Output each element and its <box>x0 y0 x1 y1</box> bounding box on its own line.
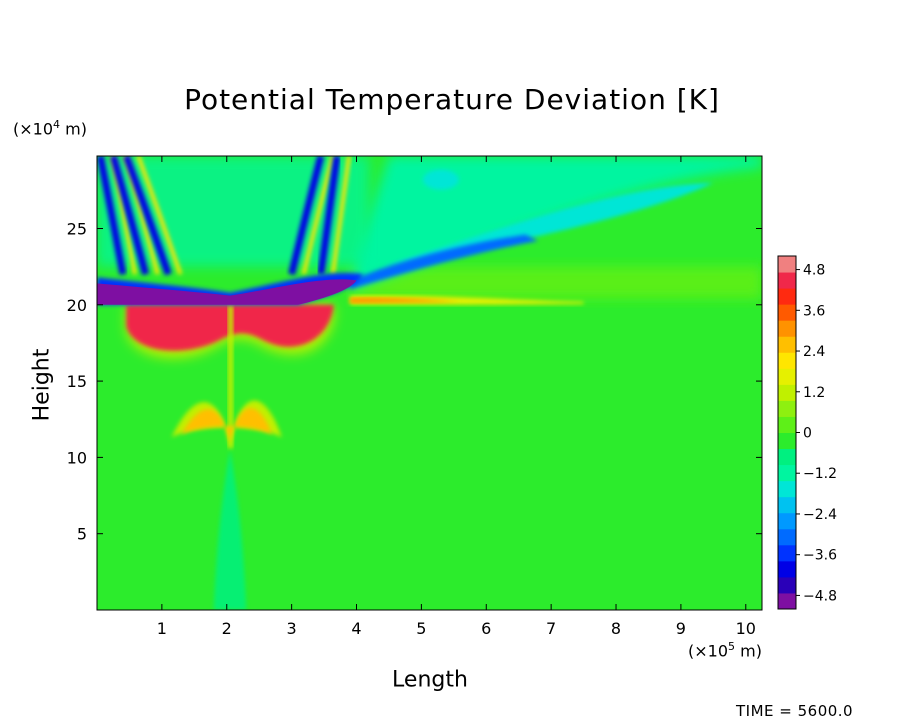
mid-plume-core <box>181 407 273 443</box>
wave-ray-cool <box>122 156 172 276</box>
colorbar-swatch <box>778 464 796 482</box>
x-tick-label: 2 <box>222 619 232 638</box>
x-tick-label: 9 <box>676 619 686 638</box>
colorbar-swatch <box>778 592 796 610</box>
x-tick-label: 1 <box>157 619 167 638</box>
plot-frame <box>96 155 763 611</box>
y-tick-label: 20 <box>67 296 87 315</box>
x-tick-label: 4 <box>351 619 361 638</box>
colorbar-swatch <box>778 256 796 273</box>
colorbar-swatch <box>778 272 796 289</box>
colorbar-tick-label: 2.4 <box>803 344 825 360</box>
warm-tail-core <box>350 297 461 304</box>
colorbar-swatch <box>778 288 796 305</box>
axes: 1 2 3 4 5 6 7 8 9 10 5 10 15 20 25 <box>67 156 762 638</box>
wave-ray-warm <box>136 156 183 275</box>
colorbar-swatch <box>778 576 796 594</box>
x-tick-label: 7 <box>546 619 556 638</box>
y-tick-label: 10 <box>67 448 87 467</box>
colorbar-swatch <box>778 528 796 546</box>
x-tick-label: 3 <box>287 619 297 638</box>
central-stem <box>228 304 234 449</box>
colorbar: 4.8 3.6 2.4 1.2 0 −1.2 −2.4 −3.6 −4.8 <box>777 255 837 610</box>
chart-title: Potential Temperature Deviation [K] <box>184 83 720 116</box>
y-tick-label: 25 <box>67 219 87 238</box>
x-tick-label: 8 <box>611 619 621 638</box>
colorbar-tick-label: −4.8 <box>803 588 837 604</box>
y-tick-label: 5 <box>77 525 87 544</box>
colorbar-swatch <box>778 320 796 337</box>
x-tick-label: 5 <box>416 619 426 638</box>
y-unit-prefix: (×10 <box>13 119 54 139</box>
cool-eddy <box>422 169 459 190</box>
field-upper-warm-haze <box>350 266 762 299</box>
wave-ray-cool <box>317 156 341 275</box>
colorbar-swatch <box>778 496 796 514</box>
y-unit-exponent: 4 <box>53 118 61 131</box>
colorbar-swatch <box>778 544 796 562</box>
colorbar-swatch <box>778 448 796 466</box>
x-unit-exponent: 5 <box>728 640 736 653</box>
colorbar-swatch <box>778 304 796 321</box>
y-unit-suffix: m) <box>60 119 87 139</box>
wave-ray-warm <box>330 156 352 275</box>
x-unit-prefix: (×10 <box>688 641 729 661</box>
y-tick-label: 15 <box>67 372 87 391</box>
colorbar-swatch <box>778 336 796 353</box>
colorbar-tick-label: −2.4 <box>803 507 837 523</box>
cyan-column <box>213 449 247 610</box>
wave-ray-cool <box>288 156 325 276</box>
wave-ray-cool <box>97 156 127 275</box>
x-axis-unit: (×105 m) <box>688 640 762 660</box>
colorbar-swatch <box>778 560 796 578</box>
colorbar-tick-label: 4.8 <box>803 263 825 279</box>
colorbar-tick-label: −1.2 <box>803 466 837 482</box>
colorbar-swatch <box>778 400 796 417</box>
colorbar-swatch <box>778 432 796 450</box>
colorbar-tick-label: 0 <box>803 426 812 442</box>
cold-band-core <box>97 279 357 305</box>
x-unit-suffix: m) <box>735 641 762 661</box>
colorbar-tick-label: −3.6 <box>803 548 837 564</box>
colorbar-tick-label: 1.2 <box>803 385 825 401</box>
colorbar-swatch <box>778 384 796 401</box>
x-tick-label: 6 <box>481 619 491 638</box>
heatmap-field <box>97 156 762 610</box>
cool-streamer-edge <box>350 234 539 290</box>
colorbar-tick-label: 3.6 <box>803 303 825 319</box>
colorbar-swatch <box>778 416 796 433</box>
colorbar-swatch <box>778 480 796 498</box>
wave-ray-cool <box>109 156 150 276</box>
y-axis-unit: (×104 m) <box>13 118 87 138</box>
x-axis-label: Length <box>392 667 468 693</box>
time-readout: TIME = 5600.0 <box>736 702 854 720</box>
colorbar-swatch <box>778 352 796 369</box>
colorbar-swatch <box>778 368 796 385</box>
wave-ray-warm <box>301 156 335 275</box>
cool-streamer-outer <box>350 156 762 290</box>
colorbar-swatch <box>778 512 796 530</box>
x-tick-label: 10 <box>736 619 756 638</box>
